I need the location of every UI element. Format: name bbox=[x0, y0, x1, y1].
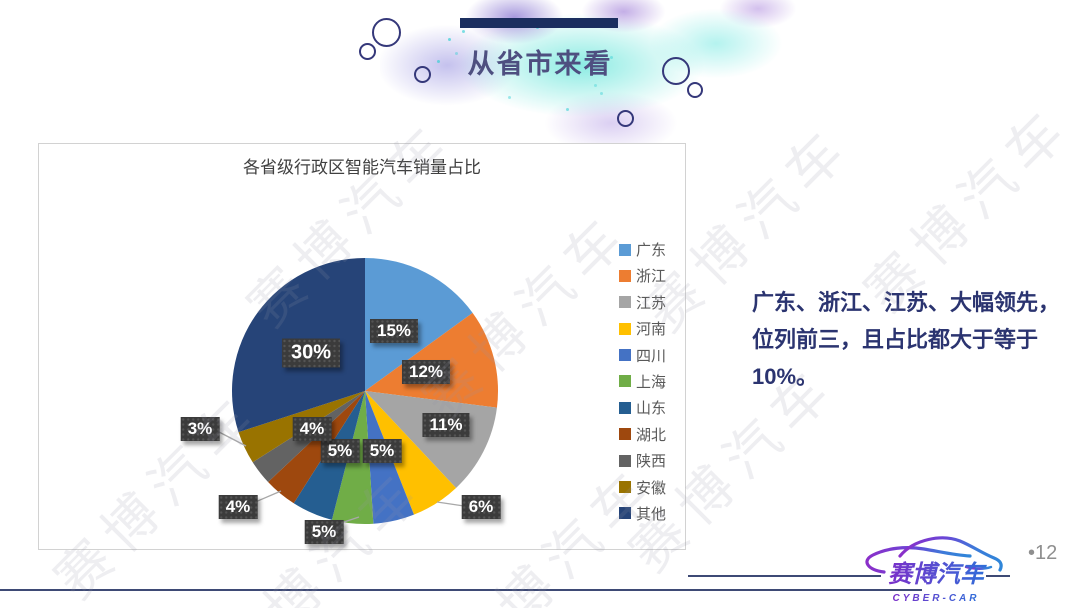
speckle-dot bbox=[600, 92, 603, 95]
logo-subtext: CYBER-CAR bbox=[893, 593, 980, 604]
legend-label: 江苏 bbox=[636, 292, 666, 313]
legend-item-7: 湖北 bbox=[619, 426, 666, 443]
legend-item-9: 安徽 bbox=[619, 479, 666, 496]
legend-swatch-icon bbox=[619, 270, 631, 282]
annotation-line: 广东、浙江、江苏、大幅领先， bbox=[752, 284, 1072, 321]
legend-label: 安徽 bbox=[636, 477, 666, 498]
legend-item-10: 其他 bbox=[619, 505, 666, 522]
legend-swatch-icon bbox=[619, 507, 631, 519]
data-label-9: 4% bbox=[293, 417, 332, 441]
data-label-0: 15% bbox=[370, 319, 418, 343]
legend-label: 湖北 bbox=[636, 424, 666, 445]
legend-item-8: 陕西 bbox=[619, 452, 666, 469]
legend-label: 上海 bbox=[636, 371, 666, 392]
legend-label: 陕西 bbox=[636, 450, 666, 471]
legend-item-1: 浙江 bbox=[619, 267, 666, 284]
legend-swatch-icon bbox=[619, 428, 631, 440]
data-label-6: 5% bbox=[321, 439, 360, 463]
annotation-line: 10%。 bbox=[752, 358, 1072, 395]
footer-divider bbox=[0, 589, 922, 591]
legend-label: 河南 bbox=[636, 318, 666, 339]
legend-label: 四川 bbox=[636, 345, 666, 366]
pie-chart bbox=[39, 144, 685, 549]
logo-text: 赛博汽车 bbox=[888, 561, 987, 588]
chart-legend: 广东浙江江苏河南四川上海山东湖北陕西安徽其他 bbox=[619, 241, 666, 531]
label-leader-line bbox=[437, 502, 464, 506]
annotation-line: 位列前三，且占比都大于等于 bbox=[752, 321, 1072, 358]
speckle-dot bbox=[462, 30, 465, 33]
legend-label: 山东 bbox=[636, 397, 666, 418]
legend-swatch-icon bbox=[619, 455, 631, 467]
circle-decoration bbox=[687, 82, 703, 98]
legend-label: 广东 bbox=[636, 239, 666, 260]
legend-swatch-icon bbox=[619, 323, 631, 335]
circle-decoration bbox=[372, 18, 401, 47]
data-label-3: 6% bbox=[462, 495, 501, 519]
legend-item-5: 上海 bbox=[619, 373, 666, 390]
data-label-2: 11% bbox=[422, 413, 469, 437]
speckle-dot bbox=[566, 108, 569, 111]
legend-swatch-icon bbox=[619, 349, 631, 361]
legend-swatch-icon bbox=[619, 375, 631, 387]
speckle-dot bbox=[508, 96, 511, 99]
legend-item-6: 山东 bbox=[619, 399, 666, 416]
data-label-10: 30% bbox=[282, 339, 340, 368]
speckle-dot bbox=[448, 38, 451, 41]
legend-label: 浙江 bbox=[636, 265, 666, 286]
speckle-dot bbox=[594, 84, 597, 87]
data-label-4: 5% bbox=[363, 439, 402, 463]
legend-item-2: 江苏 bbox=[619, 294, 666, 311]
data-label-1: 12% bbox=[402, 360, 450, 384]
legend-swatch-icon bbox=[619, 244, 631, 256]
data-label-5: 5% bbox=[305, 520, 344, 544]
legend-swatch-icon bbox=[619, 402, 631, 414]
annotation-text: 广东、浙江、江苏、大幅领先， 位列前三，且占比都大于等于 10%。 bbox=[752, 284, 1072, 395]
logo-line-left bbox=[688, 575, 881, 577]
title-accent-bar bbox=[460, 18, 618, 28]
circle-decoration bbox=[617, 110, 634, 127]
page-number: •12 bbox=[1028, 542, 1057, 565]
circle-decoration bbox=[359, 43, 376, 60]
slide-title: 从省市来看 bbox=[398, 42, 682, 81]
legend-item-0: 广东 bbox=[619, 241, 666, 258]
cyber-car-logo: 赛博汽车 CYBER-CAR bbox=[856, 556, 1016, 606]
slide: 从省市来看 各省级行政区智能汽车销量占比 15% 12% 11% 6% 5% 5% 5% 4%… bbox=[0, 0, 1080, 608]
legend-label: 其他 bbox=[636, 503, 666, 524]
legend-item-3: 河南 bbox=[619, 320, 666, 337]
legend-item-4: 四川 bbox=[619, 347, 666, 364]
data-label-8: 3% bbox=[181, 417, 220, 441]
data-label-7: 4% bbox=[219, 495, 258, 519]
legend-swatch-icon bbox=[619, 296, 631, 308]
sales-share-chart-card: 各省级行政区智能汽车销量占比 15% 12% 11% 6% 5% 5% 5% 4% 3% 4% 30… bbox=[38, 143, 686, 550]
legend-swatch-icon bbox=[619, 481, 631, 493]
